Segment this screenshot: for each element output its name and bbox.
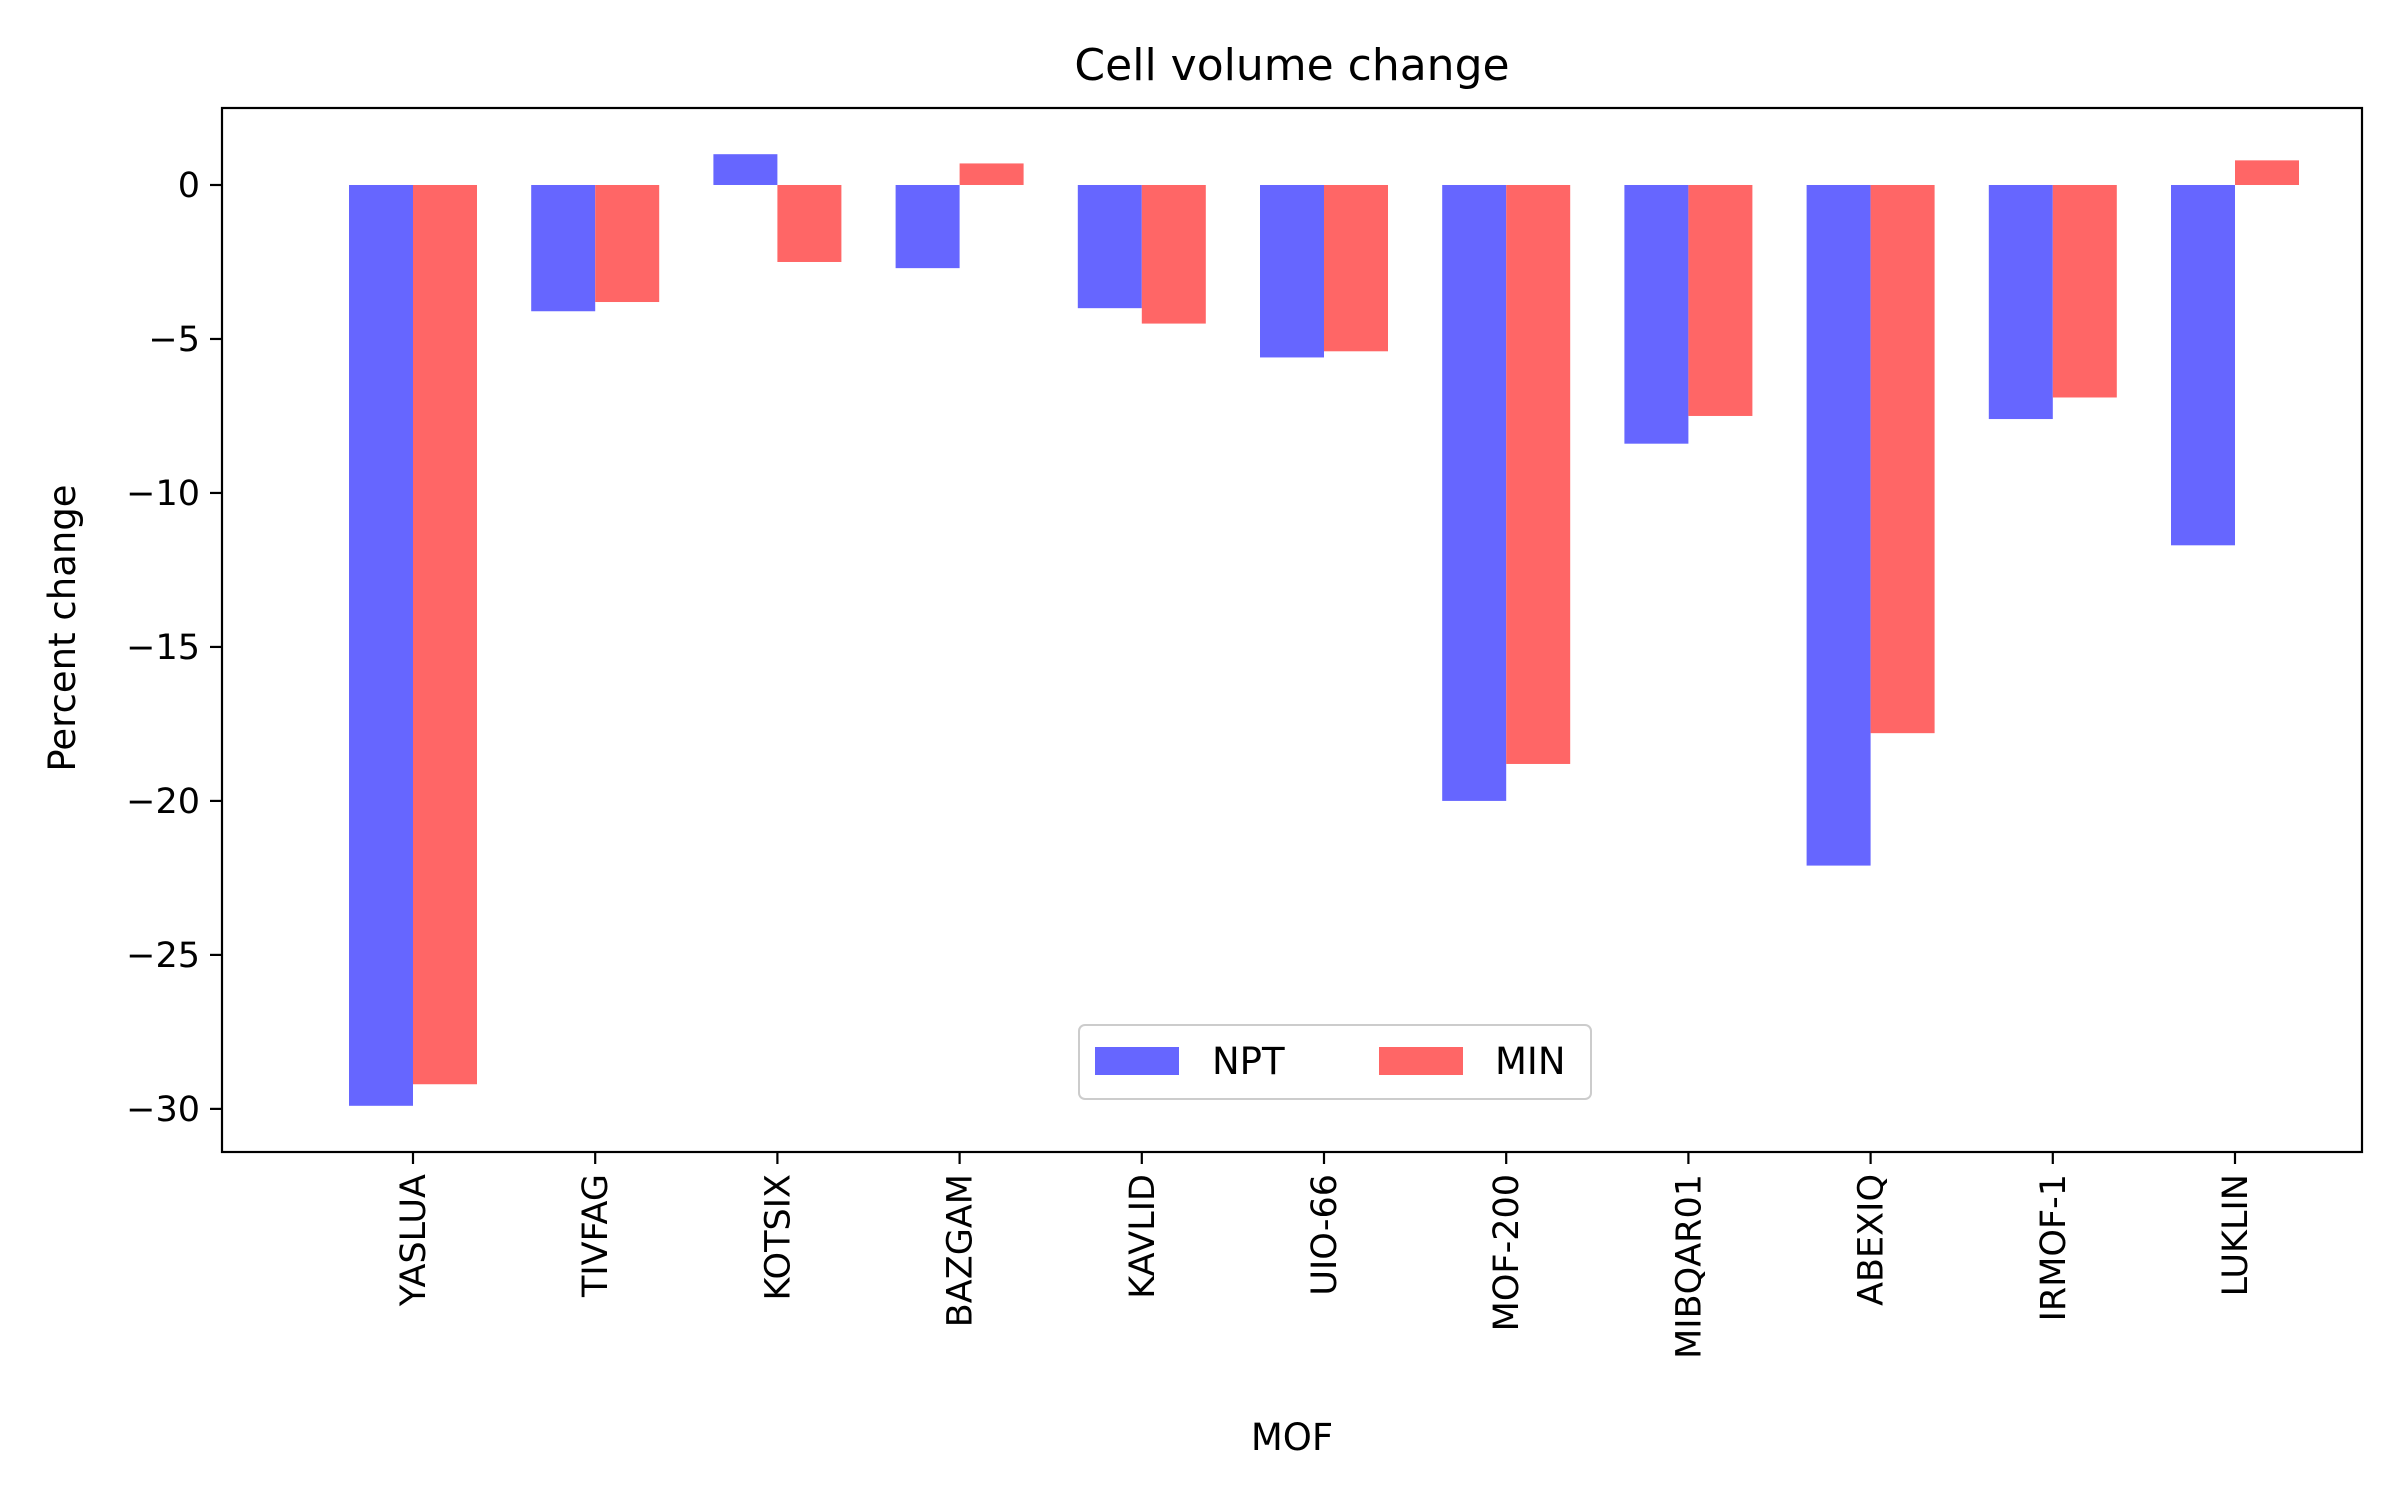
bar-npt-irmof-1 — [1988, 184, 2053, 420]
legend-label-npt: NPT — [1212, 1040, 1285, 1083]
x-tick-label: TIVFAG — [576, 1174, 616, 1298]
bar-min-mibqar01 — [1688, 184, 1753, 416]
x-tick-label: KOTSIX — [758, 1174, 798, 1300]
legend-swatch-npt — [1095, 1047, 1179, 1075]
x-tick-label: LUKLIN — [2216, 1174, 2256, 1296]
legend-label-min: MIN — [1495, 1040, 1566, 1083]
bar-min-tivfag — [595, 184, 660, 303]
y-tick-label: −10 — [126, 474, 200, 514]
x-tick-label: MIBQAR01 — [1669, 1174, 1709, 1359]
x-tick-label: KAVLID — [1123, 1174, 1163, 1299]
bar-npt-mibqar01 — [1624, 184, 1689, 444]
x-tick-label: UIO-66 — [1305, 1174, 1345, 1296]
legend-swatch-min — [1379, 1047, 1463, 1075]
bar-min-bazgam — [959, 163, 1024, 185]
x-axis-label: MOF — [1251, 1416, 1333, 1459]
bar-npt-abexiq — [1806, 184, 1871, 866]
y-tick-label: −5 — [148, 320, 200, 360]
bar-npt-kotsix — [713, 154, 778, 185]
bar-min-irmof-1 — [2052, 184, 2117, 398]
y-tick-label: 0 — [178, 166, 200, 206]
x-tick-label: ABEXIQ — [1852, 1174, 1892, 1306]
bar-npt-yaslua — [349, 184, 413, 1106]
bars-layer — [349, 154, 2299, 1106]
x-axis: YASLUA TIVFAG KOTSIX BAZGAM KAVLID UIO-66 MOF-… — [394, 1152, 2256, 1359]
bar-npt-bazgam — [895, 184, 960, 269]
bar-npt-luklin — [2171, 184, 2235, 546]
y-tick-label: −25 — [126, 936, 200, 976]
bar-npt-mof-200 — [1442, 184, 1507, 801]
y-axis: 0 −5 −10 −15 −20 −25 −30 — [126, 166, 222, 1130]
legend-box — [1078, 1024, 1592, 1100]
bar-min-mof-200 — [1506, 184, 1571, 764]
y-axis-label: Percent change — [41, 484, 84, 771]
y-tick-label: −15 — [126, 628, 200, 668]
x-tick-label: IRMOF-1 — [2034, 1174, 2074, 1321]
legend: NPT MIN — [1078, 1024, 1592, 1100]
x-tick-label: YASLUA — [394, 1174, 434, 1307]
y-tick-label: −20 — [126, 782, 200, 822]
chart-title: Cell volume change — [1074, 40, 1509, 91]
y-tick-label: −30 — [126, 1090, 200, 1130]
bar-min-luklin — [2235, 160, 2299, 185]
plot-frame — [220, 106, 2364, 1154]
bar-min-yaslua — [413, 184, 477, 1085]
bar-min-kavlid — [1141, 184, 1206, 324]
bar-npt-uio-66 — [1260, 184, 1324, 358]
bar-npt-tivfag — [531, 184, 596, 312]
x-tick-label: MOF-200 — [1487, 1174, 1527, 1331]
x-tick-label: BAZGAM — [941, 1174, 981, 1327]
bar-npt-kavlid — [1077, 184, 1142, 309]
bar-min-uio-66 — [1324, 184, 1388, 352]
bar-min-abexiq — [1870, 184, 1935, 734]
bar-min-kotsix — [777, 184, 842, 262]
